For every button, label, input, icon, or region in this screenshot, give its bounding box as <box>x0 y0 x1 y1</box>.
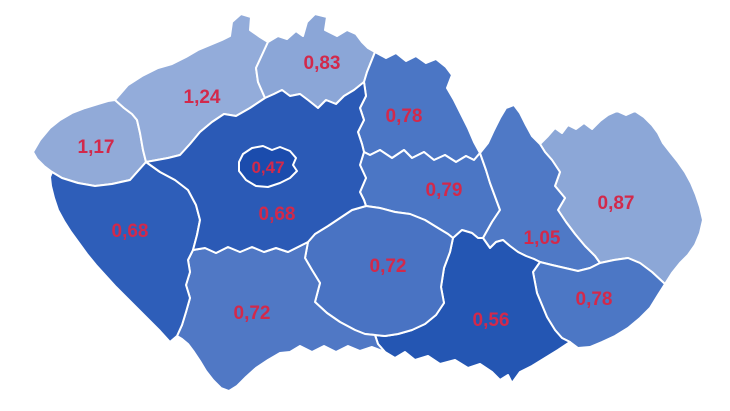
region-value-kralovehradecky: 0,78 <box>386 106 423 127</box>
region-value-liberecky: 0,83 <box>304 53 341 74</box>
region-value-moravskoslezsky: 0,87 <box>598 193 635 214</box>
region-value-praha: 0,47 <box>251 158 284 177</box>
region-plzensky[interactable] <box>49 161 201 343</box>
region-value-pardubicky: 0,79 <box>426 180 463 201</box>
region-value-olomoucky: 1,05 <box>524 228 561 249</box>
region-value-stredocesky: 0,68 <box>259 204 296 225</box>
region-value-jihomoravsky: 0,56 <box>473 310 510 331</box>
region-value-jihocesky: 0,72 <box>234 303 271 324</box>
region-value-plzensky: 0,68 <box>112 221 149 242</box>
region-praha[interactable] <box>238 145 298 188</box>
region-value-ustecky: 1,24 <box>184 87 221 108</box>
region-value-karlovarsky: 1,17 <box>78 137 115 158</box>
region-value-zlinsky: 0,78 <box>576 289 613 310</box>
region-value-vysocina: 0,72 <box>370 256 407 277</box>
